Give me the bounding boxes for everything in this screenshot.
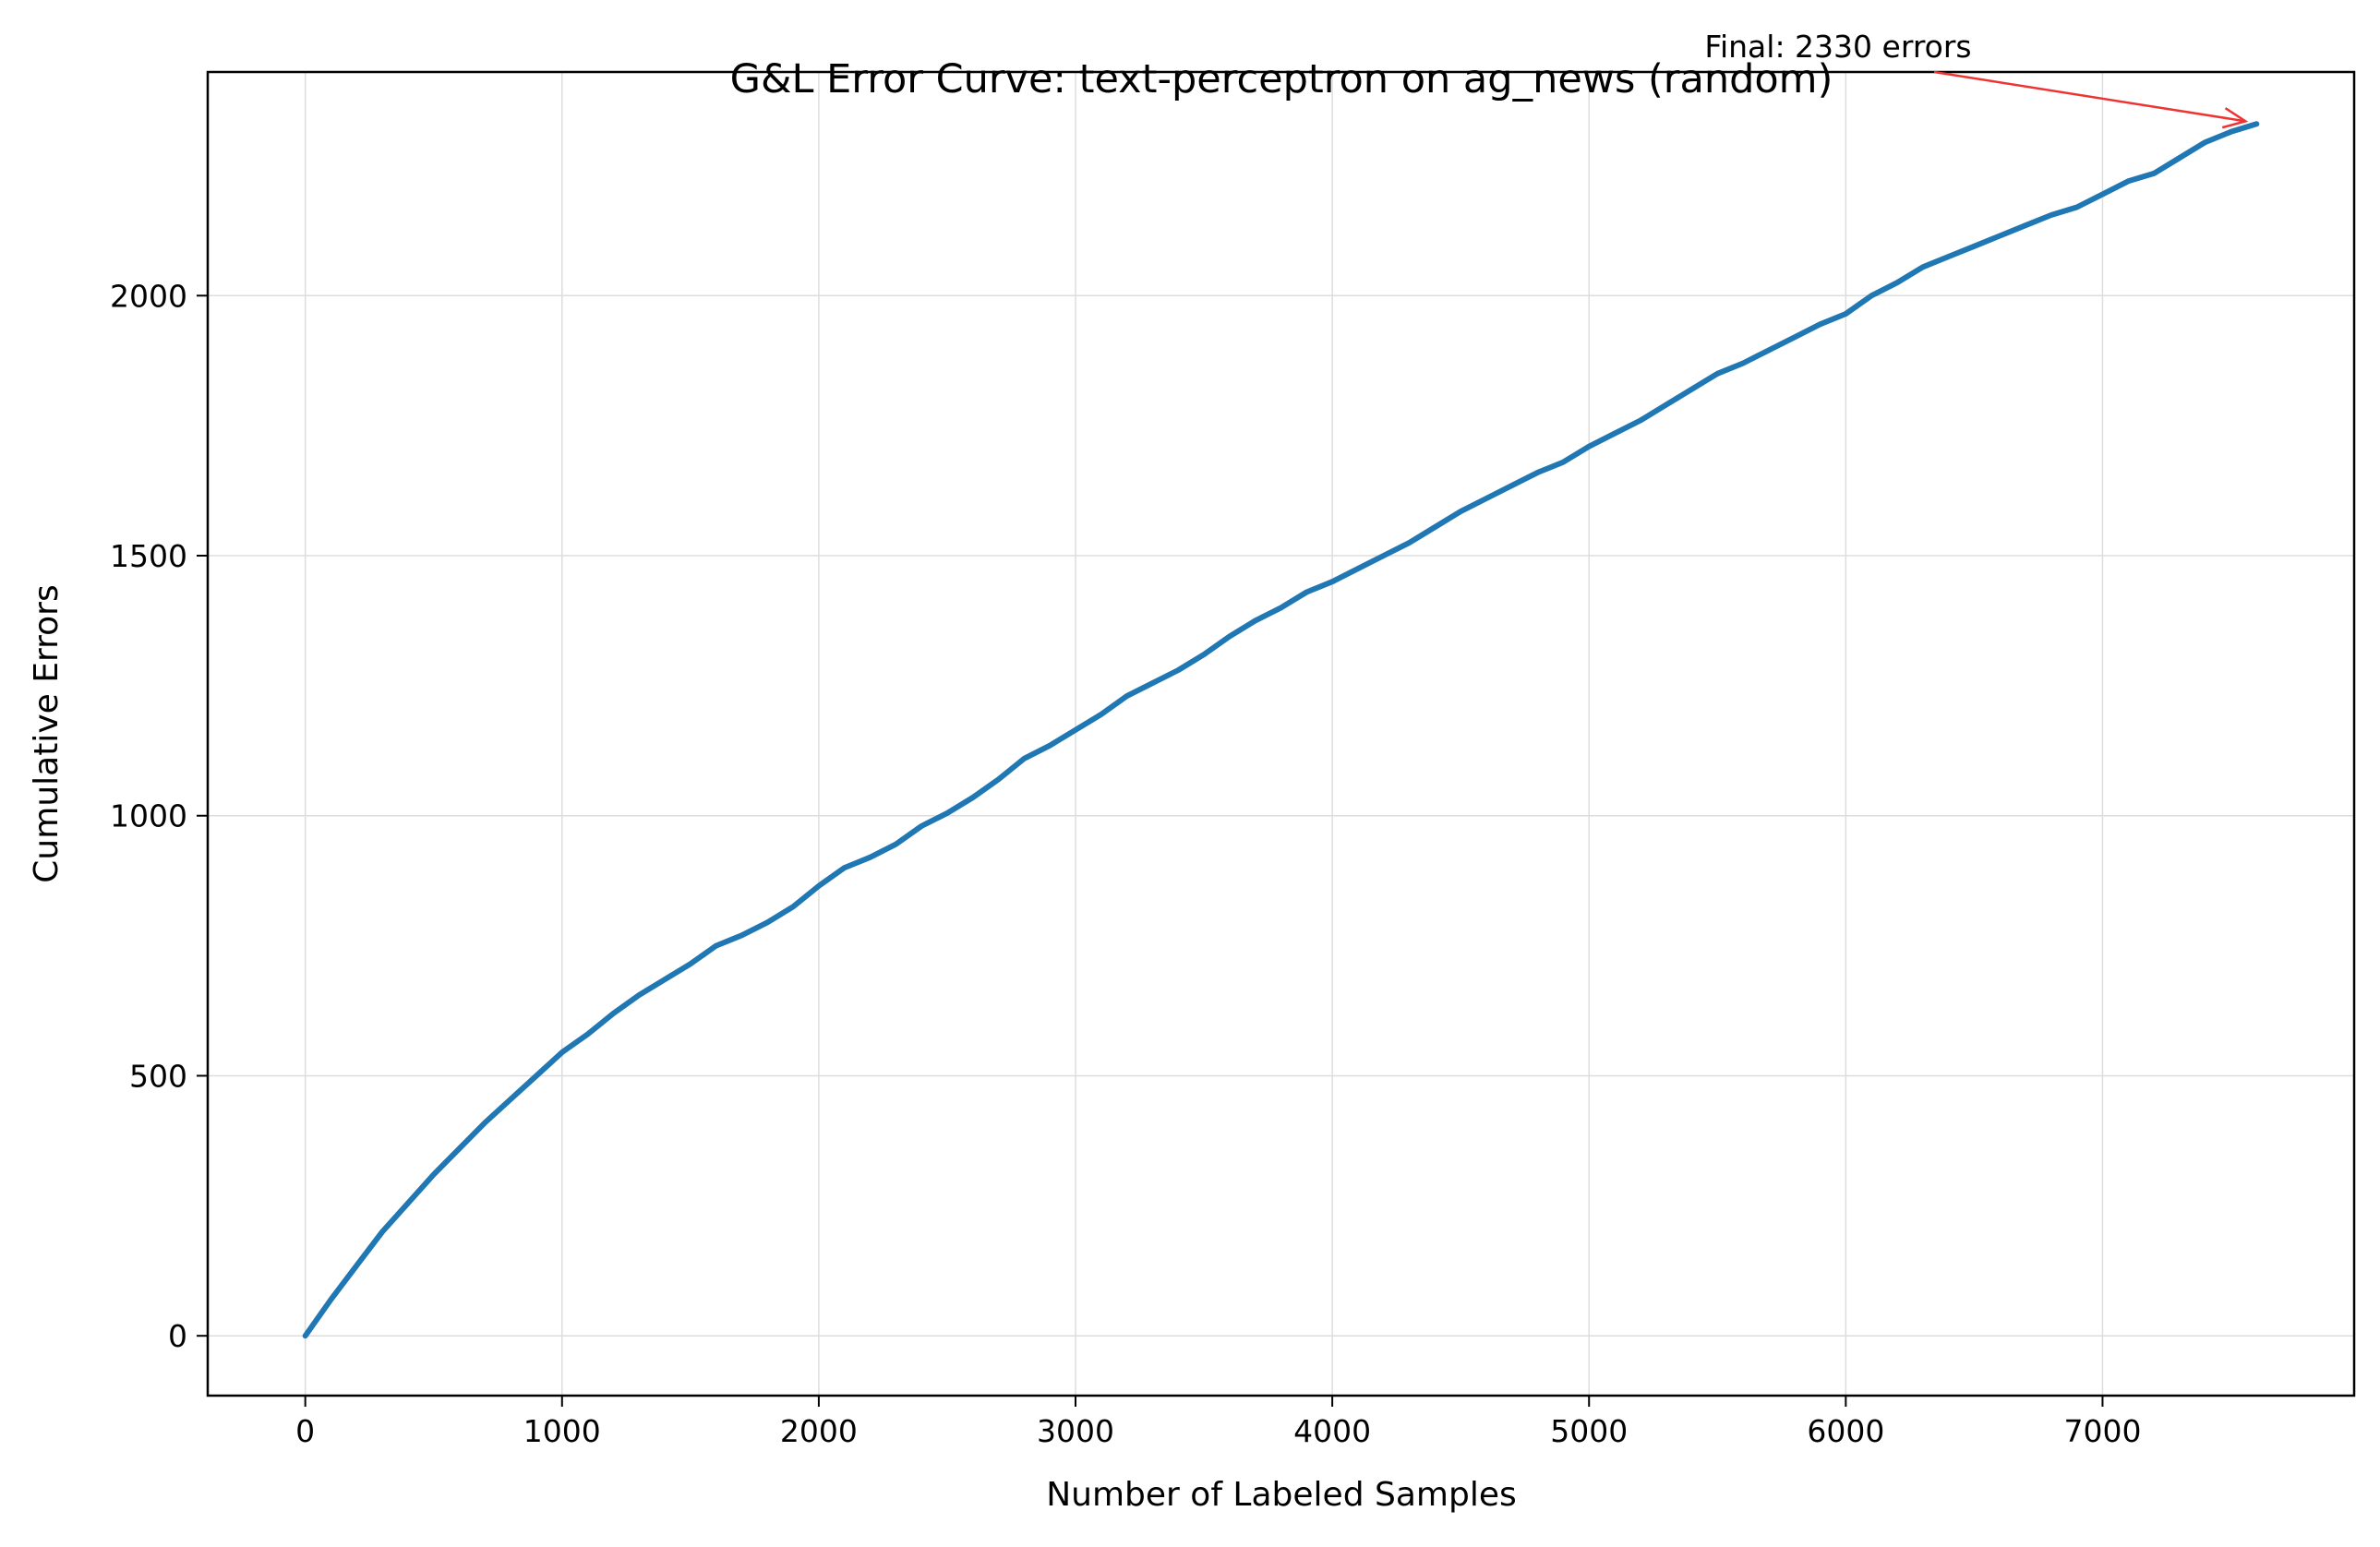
annotation-arrow-line [1933,70,2246,123]
y-axis-ticks: 0 500 1000 1500 2000 [110,278,208,1354]
y-tick-label: 2000 [110,278,187,314]
x-tick-label: 1000 [523,1413,601,1449]
x-tick-label: 4000 [1293,1413,1371,1449]
chart-title: G&L Error Curve: text-perceptron on ag_n… [730,56,1833,102]
x-axis-ticks: 0 1000 2000 3000 4000 5000 6000 7000 [295,1396,2141,1449]
x-tick-label: 5000 [1550,1413,1628,1449]
y-tick-label: 0 [168,1318,187,1354]
y-tick-label: 1000 [110,798,187,834]
grid-lines [208,72,2354,1396]
x-tick-label: 3000 [1037,1413,1114,1449]
x-tick-label: 7000 [2063,1413,2141,1449]
y-axis-label: Cumulative Errors [28,584,66,882]
x-tick-label: 2000 [780,1413,858,1449]
y-tick-label: 1500 [110,538,187,574]
x-axis-label: Number of Labeled Samples [1046,1476,1517,1514]
annotation-label: Final: 2330 errors [1704,29,1971,65]
cumulative-errors-line [302,121,2260,1339]
x-tick-label: 0 [295,1413,315,1449]
final-annotation: Final: 2330 errors [1704,29,2249,129]
annotation-arrowhead [2221,107,2249,129]
x-tick-label: 6000 [1807,1413,1884,1449]
plot-area-frame [206,70,2356,1397]
y-tick-label: 500 [129,1058,187,1094]
